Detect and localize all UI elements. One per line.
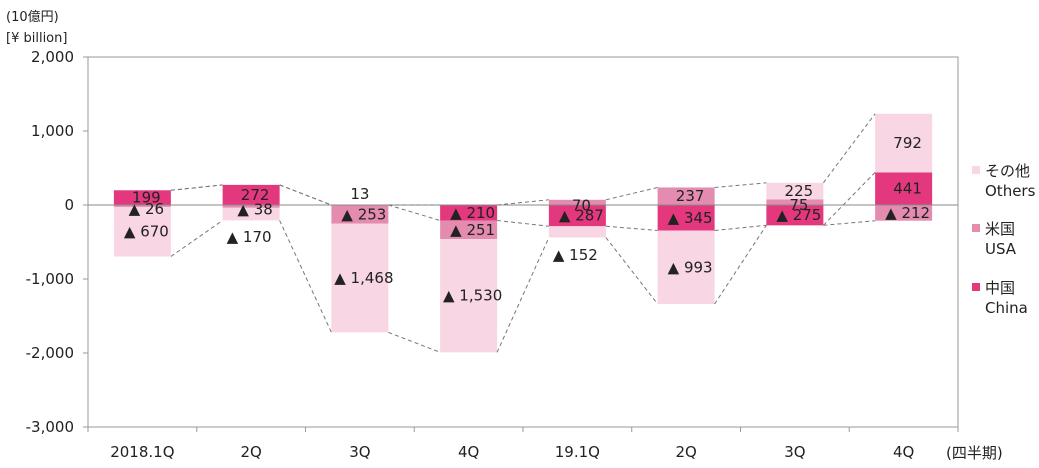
data-label-others: ▲ 152 bbox=[553, 246, 598, 264]
x-tick-label: 2Q bbox=[240, 443, 261, 461]
connector-middle bbox=[388, 204, 441, 221]
data-label-others: ▲ 670 bbox=[124, 223, 169, 241]
bar-usa bbox=[766, 199, 824, 205]
bar-others bbox=[440, 239, 498, 353]
connector-bottom bbox=[388, 331, 441, 353]
connector-top bbox=[822, 113, 876, 184]
legend-item-china: 中国 China bbox=[972, 279, 1028, 317]
legend-swatch-others bbox=[972, 166, 980, 174]
data-label-china: ▲ 275 bbox=[776, 206, 821, 224]
legend-label-others-jp: その他 bbox=[985, 162, 1030, 180]
bar-usa bbox=[113, 205, 171, 207]
plot-area: 2,000 1,000 0 -1,000 -2,000 -3,000 2018.1Q 2Q 3Q… bbox=[26, 48, 959, 461]
bar-others bbox=[548, 226, 606, 238]
x-tick-label: 19.1Q bbox=[555, 443, 600, 461]
y-tick-label: 1,000 bbox=[31, 122, 74, 140]
data-label-china: 199 bbox=[132, 189, 161, 207]
data-label-others: 225 bbox=[785, 182, 814, 200]
data-label-usa: ▲ 212 bbox=[885, 204, 930, 222]
legend-label-usa-en: USA bbox=[985, 240, 1017, 258]
y-tick-label: 2,000 bbox=[31, 48, 74, 66]
data-label-others: ▲ 993 bbox=[668, 258, 713, 276]
data-label-usa: ▲ 38 bbox=[237, 200, 272, 218]
connector-top bbox=[497, 199, 549, 206]
connector-top bbox=[714, 182, 767, 188]
data-label-usa: ▲ 26 bbox=[129, 200, 164, 218]
plot-frame bbox=[87, 56, 959, 428]
data-label-usa: 237 bbox=[676, 187, 705, 205]
legend: その他 Others 米国 USA 中国 China bbox=[972, 162, 1036, 317]
bar-usa bbox=[657, 187, 715, 205]
connector-bottom bbox=[823, 220, 876, 226]
bar-china bbox=[548, 205, 606, 227]
bar-china bbox=[113, 190, 171, 205]
connector-bottom bbox=[170, 219, 223, 257]
connector-bottom bbox=[496, 237, 550, 353]
bar-usa bbox=[875, 205, 933, 221]
x-tick-label: 3Q bbox=[784, 443, 805, 461]
data-label-usa: ▲ 251 bbox=[450, 221, 495, 239]
connector-bottom bbox=[714, 225, 767, 305]
x-tick-label: 2018.1Q bbox=[110, 443, 174, 461]
connector-top bbox=[605, 187, 658, 201]
bar-china bbox=[657, 205, 715, 231]
data-label-china: ▲ 345 bbox=[668, 209, 713, 227]
connector-middle bbox=[279, 184, 332, 206]
connector-middle bbox=[605, 225, 658, 231]
x-tick-label: 4Q bbox=[458, 443, 479, 461]
bar-china bbox=[766, 205, 824, 226]
data-label-china: ▲ 287 bbox=[559, 207, 604, 225]
connector-bottom bbox=[605, 237, 658, 305]
bar-others bbox=[875, 113, 933, 173]
legend-label-usa-jp: 米国 bbox=[985, 220, 1015, 238]
bar-others bbox=[113, 206, 171, 257]
bar-china bbox=[875, 172, 933, 205]
data-label-others: ▲ 1,468 bbox=[334, 269, 393, 287]
y-tick-label: -3,000 bbox=[26, 418, 74, 436]
connector-middle bbox=[823, 172, 876, 226]
y-tick-label: -1,000 bbox=[26, 270, 74, 288]
bar-china bbox=[222, 184, 280, 205]
data-label-china: ▲ 210 bbox=[450, 204, 495, 222]
legend-label-china-en: China bbox=[985, 299, 1028, 317]
bar-others bbox=[331, 223, 389, 333]
legend-label-others-en: Others bbox=[985, 182, 1036, 200]
x-tick-label: 4Q bbox=[893, 443, 914, 461]
y-unit-label-jp: (10億円) bbox=[6, 9, 59, 25]
data-label-china: 272 bbox=[241, 186, 270, 204]
bar-usa bbox=[331, 205, 389, 224]
y-tick-label: -2,000 bbox=[26, 344, 74, 362]
data-label-usa: ▲ 253 bbox=[341, 205, 386, 223]
connector-middle bbox=[497, 220, 549, 227]
bar-others bbox=[766, 182, 824, 200]
connector-middle bbox=[170, 184, 223, 191]
data-label-usa: 75 bbox=[789, 196, 808, 214]
bar-others bbox=[222, 207, 280, 221]
bar-china bbox=[440, 205, 498, 221]
legend-item-others: その他 Others bbox=[972, 162, 1036, 200]
data-label-others: 792 bbox=[893, 134, 922, 152]
bar-usa bbox=[548, 199, 606, 205]
connector-middle bbox=[714, 224, 767, 231]
bar-usa bbox=[222, 205, 280, 208]
data-label-extra: 13 bbox=[350, 185, 369, 203]
x-tick-label: 2Q bbox=[675, 443, 696, 461]
legend-item-usa: 米国 USA bbox=[972, 220, 1017, 258]
data-label-usa: 70 bbox=[572, 196, 591, 214]
legend-swatch-china bbox=[972, 283, 980, 291]
connector-bottom bbox=[279, 220, 332, 333]
bar-others bbox=[657, 230, 715, 305]
bar-usa bbox=[440, 220, 498, 240]
y-unit-label-en: [¥ billion] bbox=[6, 31, 67, 46]
x-unit-label: (四半期) bbox=[946, 444, 1003, 462]
x-tick-label: 3Q bbox=[349, 443, 370, 461]
legend-swatch-usa bbox=[972, 224, 980, 232]
y-tick-label: 0 bbox=[64, 196, 74, 214]
legend-label-china-jp: 中国 bbox=[985, 279, 1015, 297]
data-label-others: ▲ 170 bbox=[227, 228, 272, 246]
data-label-others: ▲ 1,530 bbox=[443, 287, 502, 305]
data-label-china: 441 bbox=[893, 180, 922, 198]
